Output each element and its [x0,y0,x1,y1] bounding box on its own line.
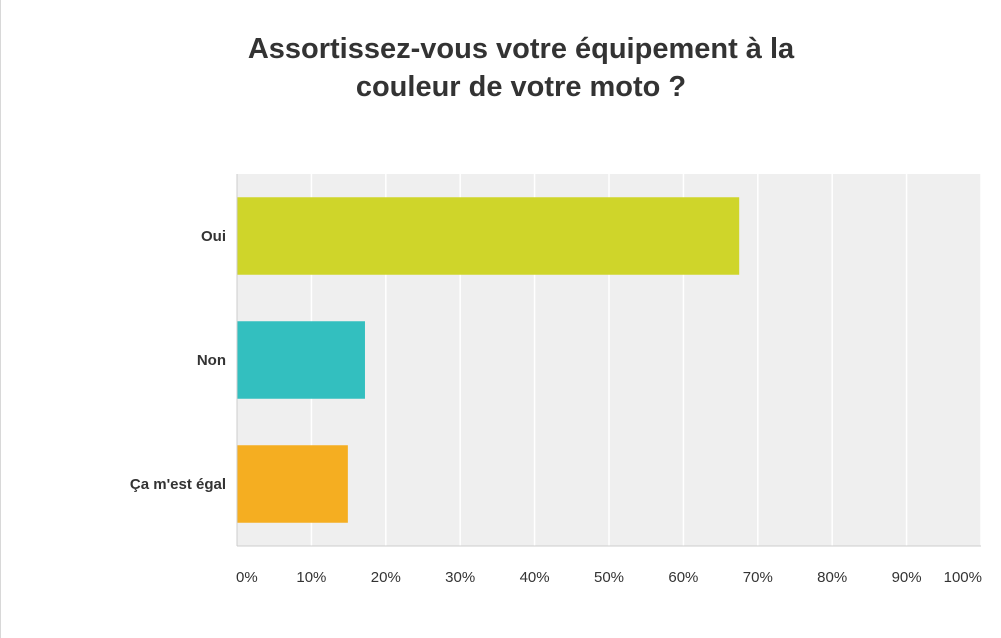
bar [237,321,365,399]
x-tick-label: 60% [668,569,698,586]
chart-title: Assortissez-vous votre équipement à la c… [247,33,795,103]
x-tick-label: 30% [445,569,475,586]
x-tick-label: 0% [236,569,258,586]
x-tick-label: 20% [371,569,401,586]
x-tick-label: 50% [594,569,624,586]
bar [237,197,740,275]
x-tick-label: 40% [520,569,550,586]
category-label: Oui [201,228,226,245]
bar [237,445,348,523]
bars [237,197,740,523]
category-label: Ça m'est égal [130,476,226,493]
labels: 0% 10% 20% 30% 40% 50% 60% 70% 80% 90% 100% Oui Non Ç… [130,228,982,586]
x-tick-label: 100% [944,569,982,586]
x-tick-label: 80% [817,569,847,586]
x-tick-label: 10% [296,569,326,586]
axes [236,174,981,547]
category-label: Non [197,352,226,369]
x-tick-label: 90% [892,569,922,586]
x-tick-label: 70% [743,569,773,586]
